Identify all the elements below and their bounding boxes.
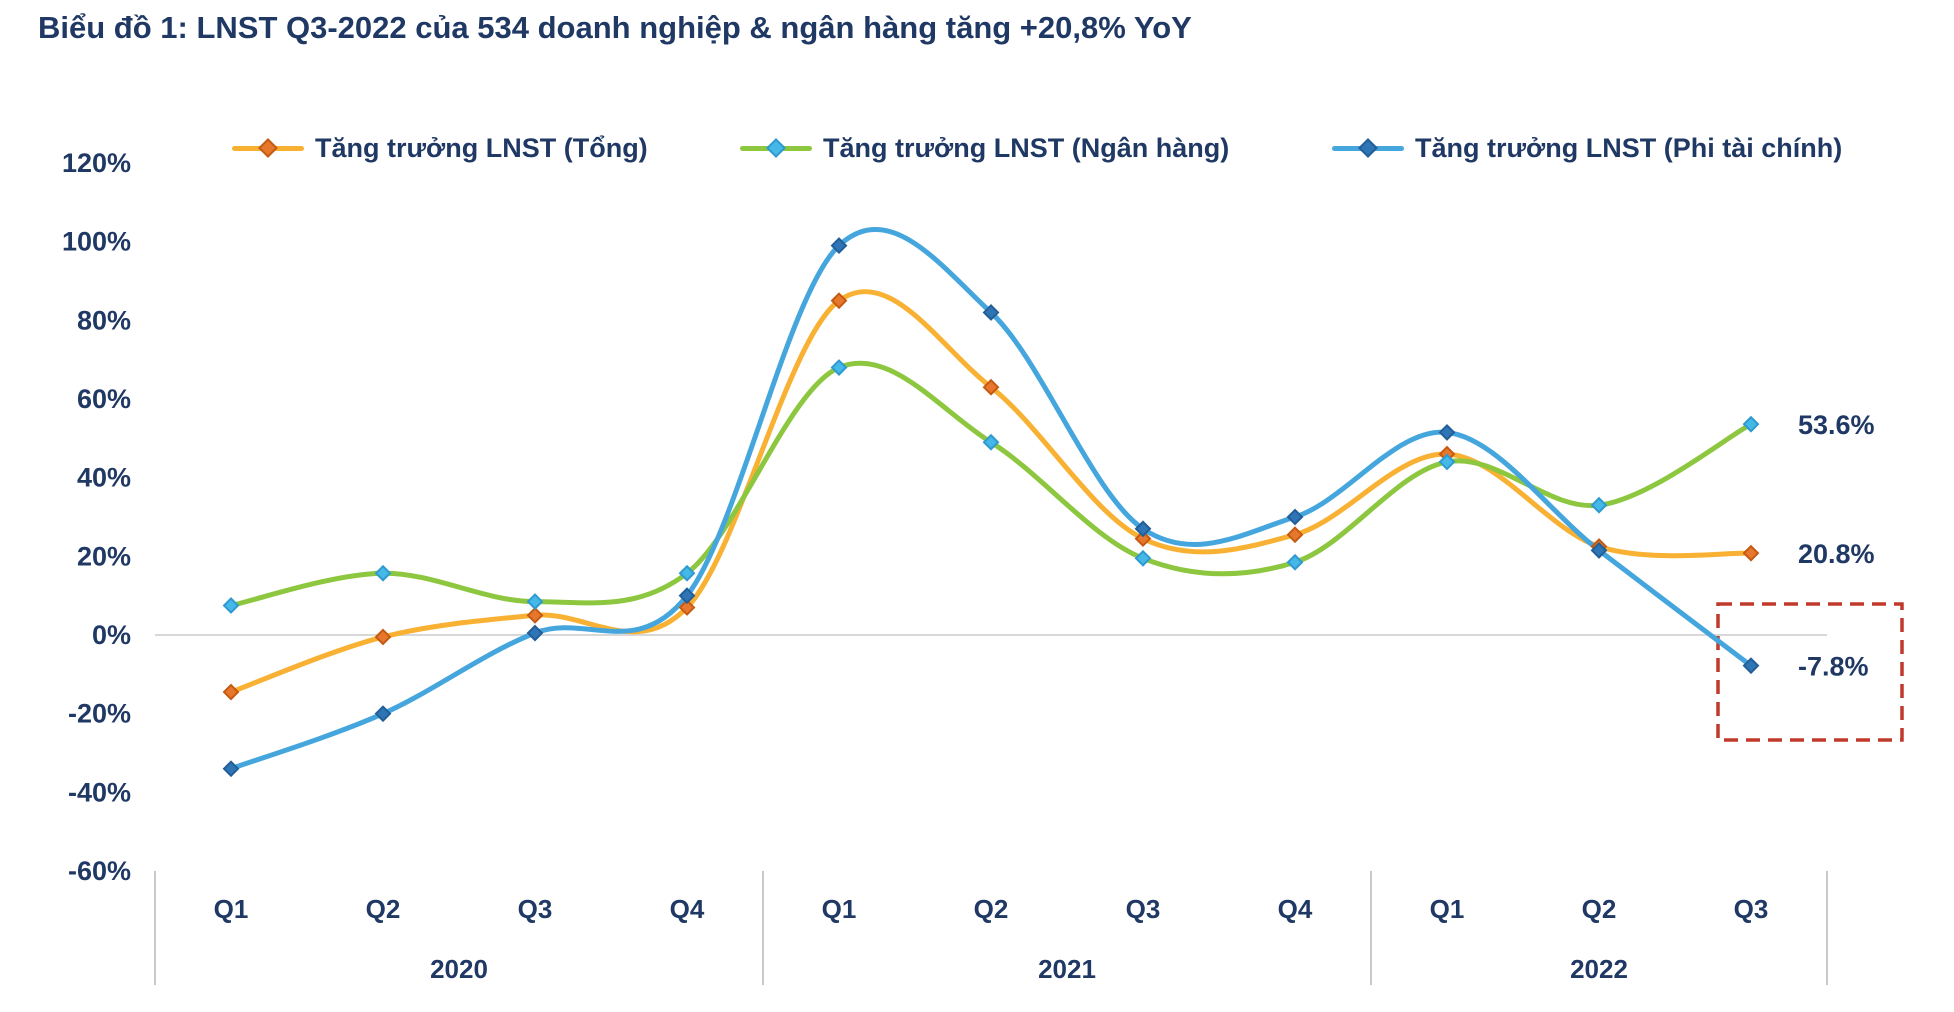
x-axis-quarter-label: Q2 [1582,894,1617,924]
x-axis-quarter-label: Q1 [822,894,857,924]
data-point-marker [222,760,240,778]
data-point-marker [1134,549,1152,567]
legend-swatch-tong [232,128,304,168]
data-point-marker [1286,508,1304,526]
legend-label-tong: Tăng trưởng LNST (Tổng) [315,132,648,163]
data-point-marker [830,359,848,376]
data-point-marker [374,564,392,582]
data-point-marker [830,292,848,310]
data-point-marker [678,564,696,582]
data-point-marker [1286,526,1304,544]
data-point-marker [222,683,240,701]
x-axis-quarter-label: Q3 [518,894,553,924]
data-point-marker [982,304,1000,321]
series-line-2 [228,227,1754,772]
y-axis-label: 40% [77,463,131,493]
data-point-marker [830,237,848,255]
data-point-marker [374,705,392,723]
data-point-marker [1286,553,1304,571]
x-axis-quarter-label: Q4 [670,894,705,924]
end-value-label: -7.8% [1798,652,1869,682]
data-point-marker [1742,657,1760,675]
data-point-marker [1134,530,1152,548]
data-point-marker [678,599,696,616]
data-point-marker [1742,415,1760,433]
legend-label-phi-tai-chinh: Tăng trưởng LNST (Phi tài chính) [1415,132,1843,163]
x-axis-quarter-label: Q2 [366,894,401,924]
y-axis-label: -60% [68,856,131,886]
series-line-1 [228,360,1754,608]
legend-swatch-ngan-hang [740,128,812,168]
x-axis-quarter-label: Q1 [214,894,249,924]
end-value-label: 20.8% [1798,539,1875,569]
y-axis-label: 80% [77,305,131,335]
data-point-marker [526,606,544,624]
data-point-marker [1438,453,1456,471]
x-axis-quarter-label: Q4 [1278,894,1313,924]
legend-item-ngan-hang: Tăng trưởng LNST (Ngân hàng) [740,128,1229,168]
x-axis-quarter-label: Q1 [1430,894,1465,924]
x-axis-year-label: 2021 [1038,954,1096,984]
y-axis-label: -20% [68,699,131,729]
data-point-marker [1438,424,1456,441]
series-line-0 [228,289,1754,695]
data-point-marker [222,597,240,614]
data-point-marker [982,433,1000,451]
data-point-marker [678,587,696,605]
legend-item-phi-tai-chinh: Tăng trưởng LNST (Phi tài chính) [1332,128,1842,168]
data-point-marker [1590,496,1608,514]
chart-title: Biểu đồ 1: LNST Q3-2022 của 534 doanh ng… [38,10,1192,45]
y-axis-label: 100% [62,227,131,257]
data-point-marker [1742,544,1760,562]
legend-swatch-phi-tai-chinh [1332,128,1404,168]
x-axis-year-label: 2022 [1570,954,1628,984]
legend-item-tong: Tăng trưởng LNST (Tổng) [232,128,648,168]
x-axis-quarter-label: Q3 [1126,894,1161,924]
data-point-marker [1134,520,1152,538]
data-point-marker [526,624,544,642]
end-value-label: 53.6% [1798,410,1875,440]
data-point-marker [1590,542,1608,559]
y-axis-label: 60% [77,384,131,414]
x-axis-quarter-label: Q3 [1734,894,1769,924]
y-axis-label: 20% [77,541,131,571]
x-axis-year-label: 2020 [430,954,488,984]
y-axis-label: 0% [92,620,131,650]
highlight-box [1716,602,1904,742]
data-point-marker [526,593,544,610]
data-point-marker [982,378,1000,396]
x-axis-quarter-label: Q2 [974,894,1009,924]
data-point-marker [374,628,392,646]
legend-label-ngan-hang: Tăng trưởng LNST (Ngân hàng) [823,132,1230,163]
y-axis-label: 120% [62,148,131,178]
y-axis-label: -40% [68,777,131,807]
